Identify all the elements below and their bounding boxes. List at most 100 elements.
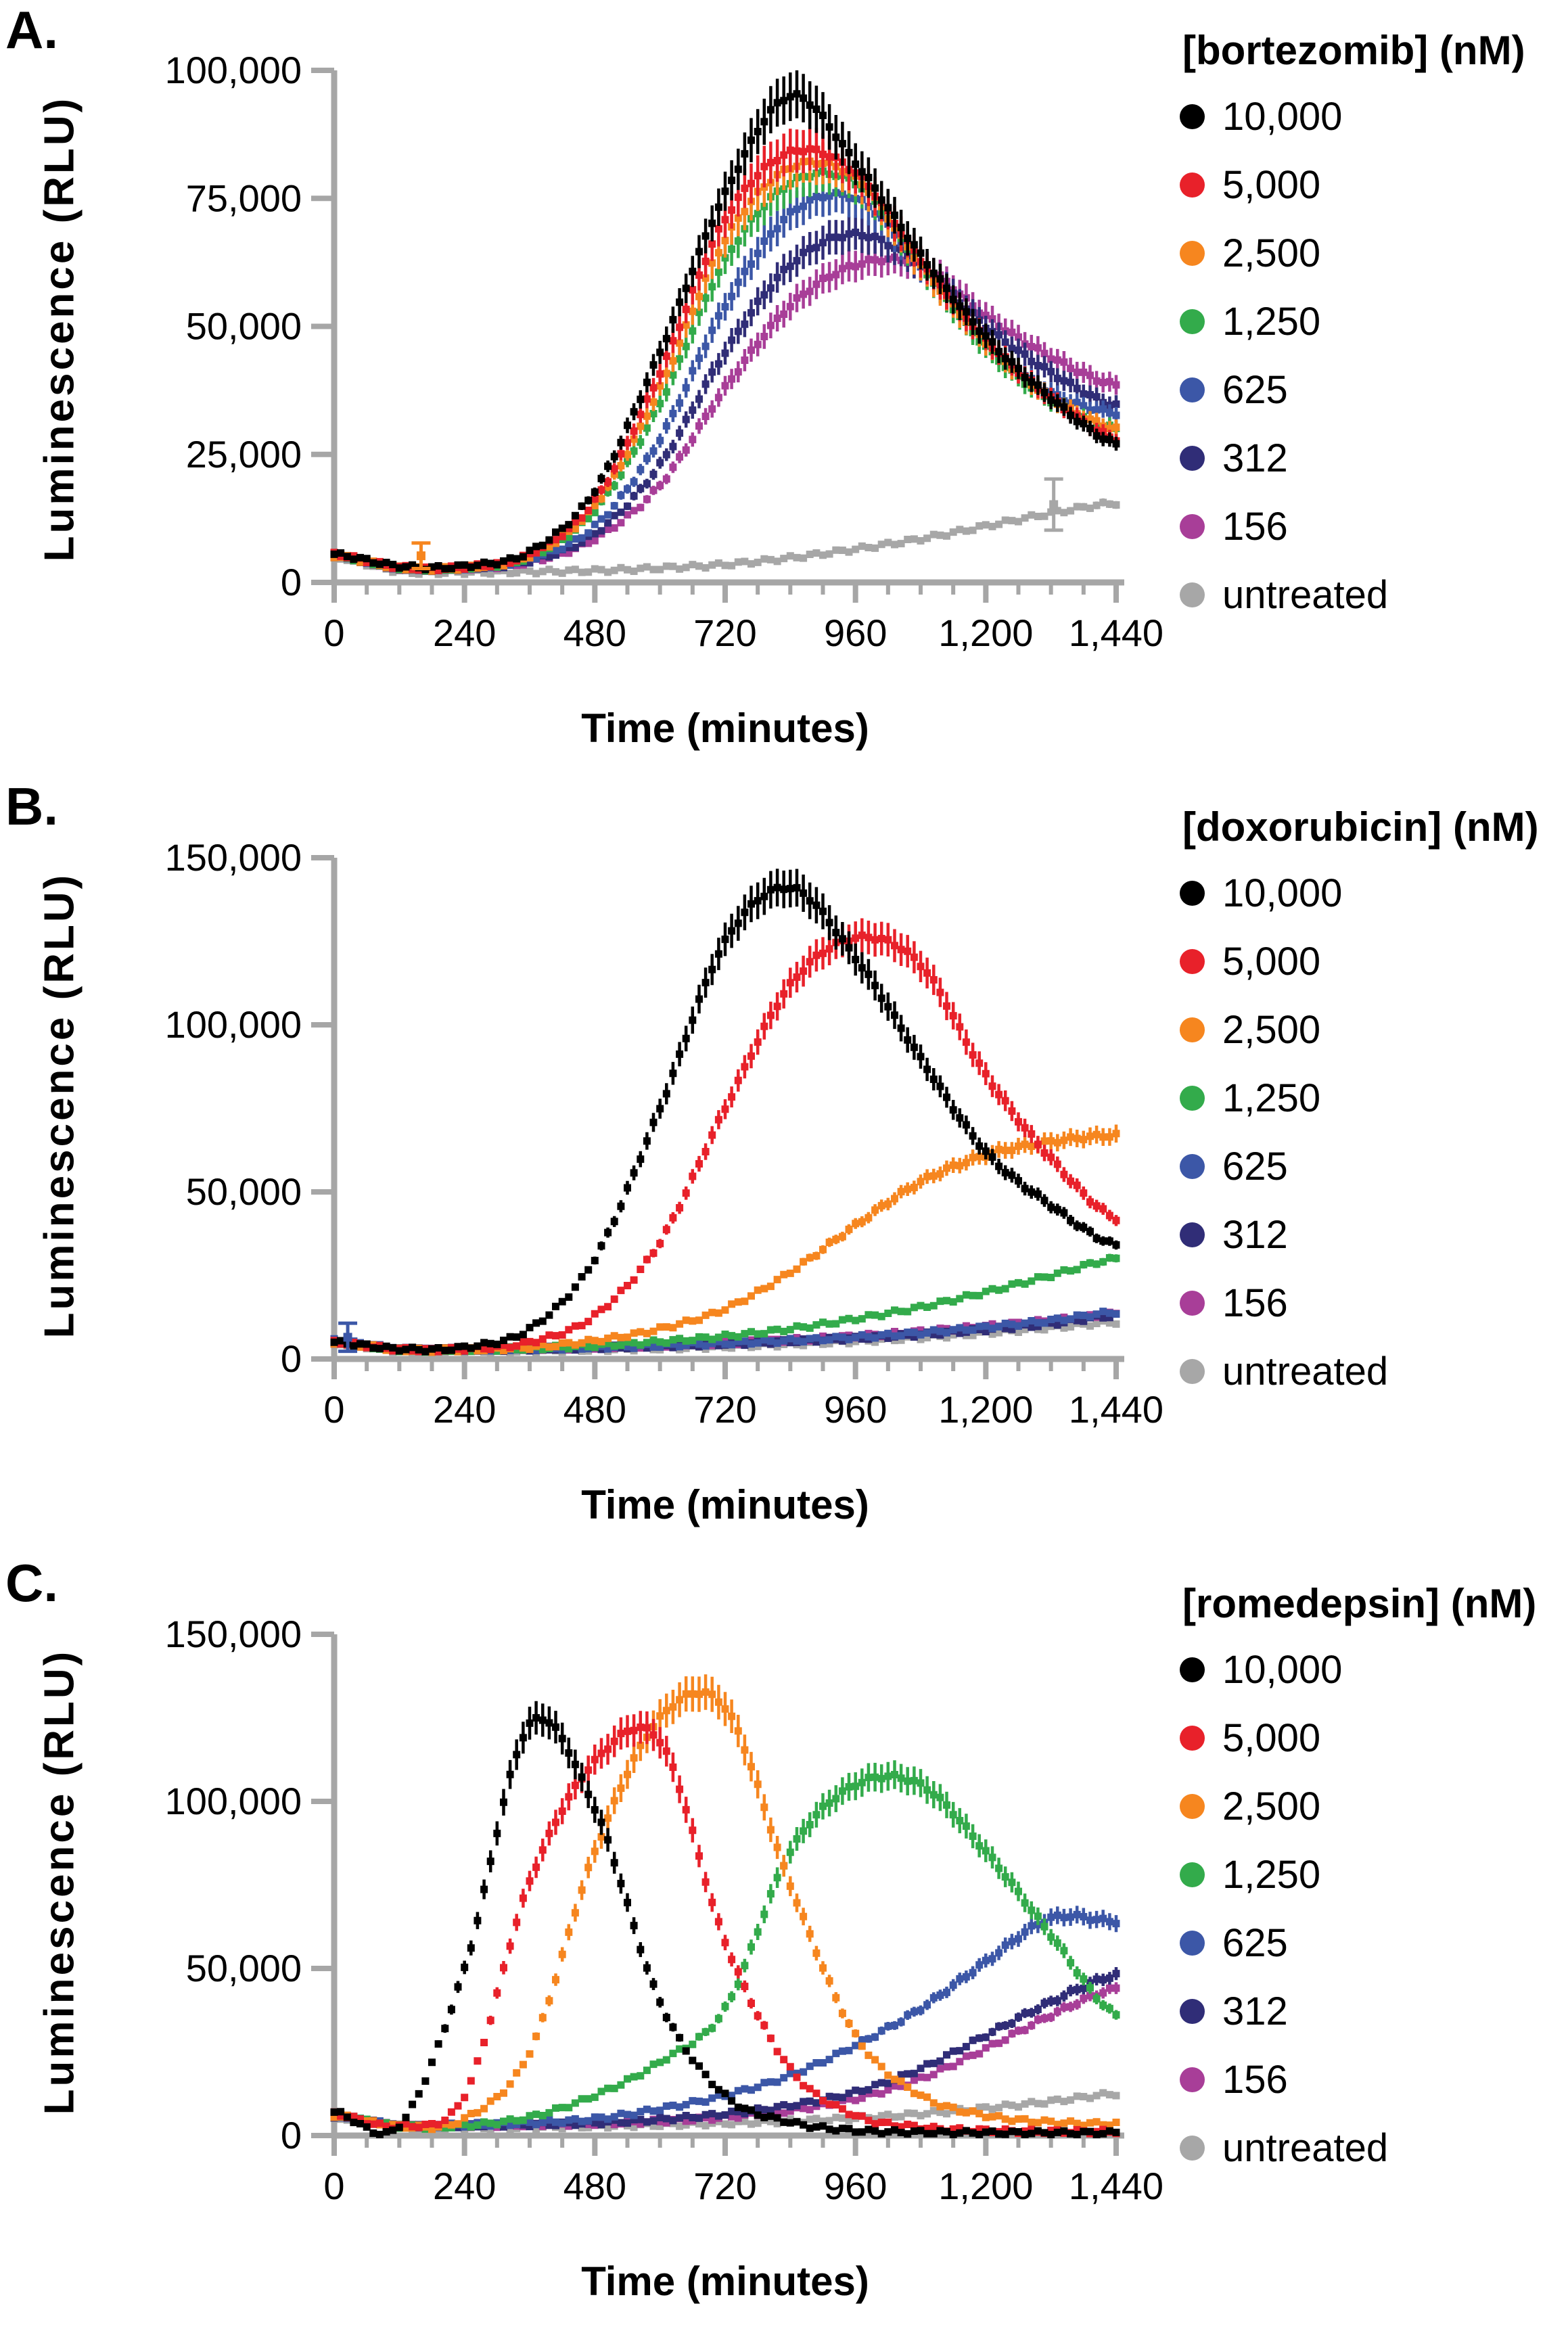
legend-dot-icon (1180, 1291, 1205, 1316)
minor-ticks (365, 2136, 1086, 2148)
x-axis-title: Time (minutes) (581, 2259, 869, 2304)
legend-label: 312 (1222, 1989, 1288, 2033)
y-tick-label: 50,000 (186, 1170, 302, 1213)
y-tick-label: 0 (281, 1337, 302, 1380)
legend-label: 625 (1222, 1144, 1288, 1189)
legend-dot-icon (1180, 2136, 1205, 2161)
error-bars (332, 1701, 1118, 2135)
y-tick-label: 50,000 (186, 305, 302, 348)
legend-label: 10,000 (1222, 94, 1343, 139)
legend-dot-icon (1180, 309, 1205, 334)
legend-items: 10,000 5,000 2,500 1,250 625 312 156 untreated (1176, 83, 1567, 629)
legend-item-1,250: 1,250 (1176, 287, 1567, 356)
panel-label-a: A. (5, 0, 58, 60)
data-markers (330, 1970, 1120, 2132)
legend-label: 1,250 (1222, 1852, 1321, 1897)
legend-items: 10,000 5,000 2,500 1,250 625 312 156 untreated (1176, 859, 1567, 1406)
series-10,000 (330, 70, 1120, 574)
x-axis-title: Time (minutes) (581, 706, 869, 751)
plot-area-b: 0 50,000 100,000 150,000 0 240 480 720 960 1,200 1… (165, 836, 1164, 1431)
legend-label: 10,000 (1222, 871, 1343, 915)
legend-b: [doxorubicin] (nM) 10,000 5,000 2,500 1,250… (1176, 794, 1567, 1406)
y-tick-label: 0 (281, 2114, 302, 2157)
series-10,000 (330, 869, 1120, 1356)
legend-label: 2,500 (1222, 1007, 1321, 1052)
outlier-point-untreated (1044, 477, 1063, 532)
minor-ticks (365, 582, 1086, 595)
legend-label: 5,000 (1222, 939, 1321, 984)
x-tick-label: 480 (563, 2165, 626, 2207)
x-tick-label: 240 (433, 2165, 496, 2207)
plot-area-a: 0 25,000 50,000 75,000 100,000 0 240 480 720 960 1… (165, 49, 1164, 654)
x-tick-label: 0 (323, 612, 344, 654)
x-tick-label: 1,200 (938, 2165, 1033, 2207)
data-markers (330, 1714, 1120, 2138)
legend-item-2,500: 2,500 (1176, 219, 1567, 287)
panel-label-c: C. (5, 1553, 58, 1613)
panel-label-b: B. (5, 777, 58, 836)
legend-dot-icon (1180, 1222, 1205, 1247)
legend-item-10,000: 10,000 (1176, 1636, 1567, 1704)
legend-dot-icon (1180, 1931, 1205, 1956)
legend-dot-icon (1180, 582, 1205, 607)
legend-item-untreated: untreated (1176, 561, 1567, 629)
major-ticks (311, 68, 1119, 603)
legend-item-625: 625 (1176, 356, 1567, 424)
legend-item-156: 156 (1176, 2046, 1567, 2114)
x-tick-label: 1,200 (938, 1388, 1033, 1431)
legend-dot-icon (1180, 949, 1205, 974)
x-tick-label: 720 (693, 612, 756, 654)
legend-item-625: 625 (1176, 1132, 1567, 1201)
data-markers (330, 1688, 1120, 2134)
x-tick-label: 960 (824, 1388, 887, 1431)
legend-label: untreated (1222, 1349, 1389, 1393)
x-tick-label: 1,440 (1069, 1388, 1163, 1431)
series-5,000 (330, 1711, 1120, 2138)
y-axis-title: Luminescence (RLU) (36, 1648, 83, 2115)
y-tick-label: 50,000 (186, 1947, 302, 1989)
y-tick-label: 100,000 (165, 49, 302, 91)
x-axis-title: Time (minutes) (581, 1482, 869, 1527)
legend-label: 156 (1222, 2057, 1288, 2102)
legend-dot-icon (1180, 104, 1205, 129)
series-2,500 (330, 1124, 1120, 1356)
data-markers (330, 1130, 1120, 1356)
legend-dot-icon (1180, 1086, 1205, 1111)
legend-item-312: 312 (1176, 1201, 1567, 1269)
legend-label: 312 (1222, 436, 1288, 480)
legend-dot-icon (1180, 1017, 1205, 1042)
legend-label: 312 (1222, 1212, 1288, 1257)
legend-item-1,250: 1,250 (1176, 1064, 1567, 1132)
legend-item-1,250: 1,250 (1176, 1841, 1567, 1909)
x-tick-label: 240 (433, 1388, 496, 1431)
outlier-marker (416, 551, 425, 561)
x-tick-label: 480 (563, 612, 626, 654)
legend-dot-icon (1180, 1794, 1205, 1819)
data-markers (330, 1723, 1120, 2138)
legend-c: [romedepsin] (nM) 10,000 5,000 2,500 1,250 6… (1176, 1571, 1567, 2182)
x-tick-label: 1,440 (1069, 612, 1163, 654)
legend-a: [bortezomib] (nM) 10,000 5,000 2,500 1,250 6… (1176, 18, 1567, 629)
y-tick-label: 150,000 (165, 836, 302, 879)
legend-label: 156 (1222, 504, 1288, 549)
legend-item-5,000: 5,000 (1176, 151, 1567, 219)
legend-item-2,500: 2,500 (1176, 996, 1567, 1064)
legend-label: 625 (1222, 367, 1288, 412)
legend-items: 10,000 5,000 2,500 1,250 625 312 156 untreated (1176, 1636, 1567, 2182)
y-axis-title: Luminescence (RLU) (36, 872, 83, 1339)
x-tick-label: 0 (323, 2165, 344, 2207)
legend-label: untreated (1222, 2125, 1389, 2170)
panel-a: 0 25,000 50,000 75,000 100,000 0 240 480 720 960 1… (0, 0, 1568, 777)
legend-dot-icon (1180, 1862, 1205, 1887)
outlier-marker (343, 1333, 352, 1342)
legend-item-156: 156 (1176, 1269, 1567, 1337)
x-tick-label: 240 (433, 612, 496, 654)
legend-item-10,000: 10,000 (1176, 859, 1567, 927)
legend-dot-icon (1180, 1359, 1205, 1384)
legend-label: 2,500 (1222, 1784, 1321, 1828)
legend-dot-icon (1180, 241, 1205, 266)
legend-dot-icon (1180, 1726, 1205, 1751)
x-tick-label: 960 (824, 2165, 887, 2207)
legend-dot-icon (1180, 1657, 1205, 1682)
